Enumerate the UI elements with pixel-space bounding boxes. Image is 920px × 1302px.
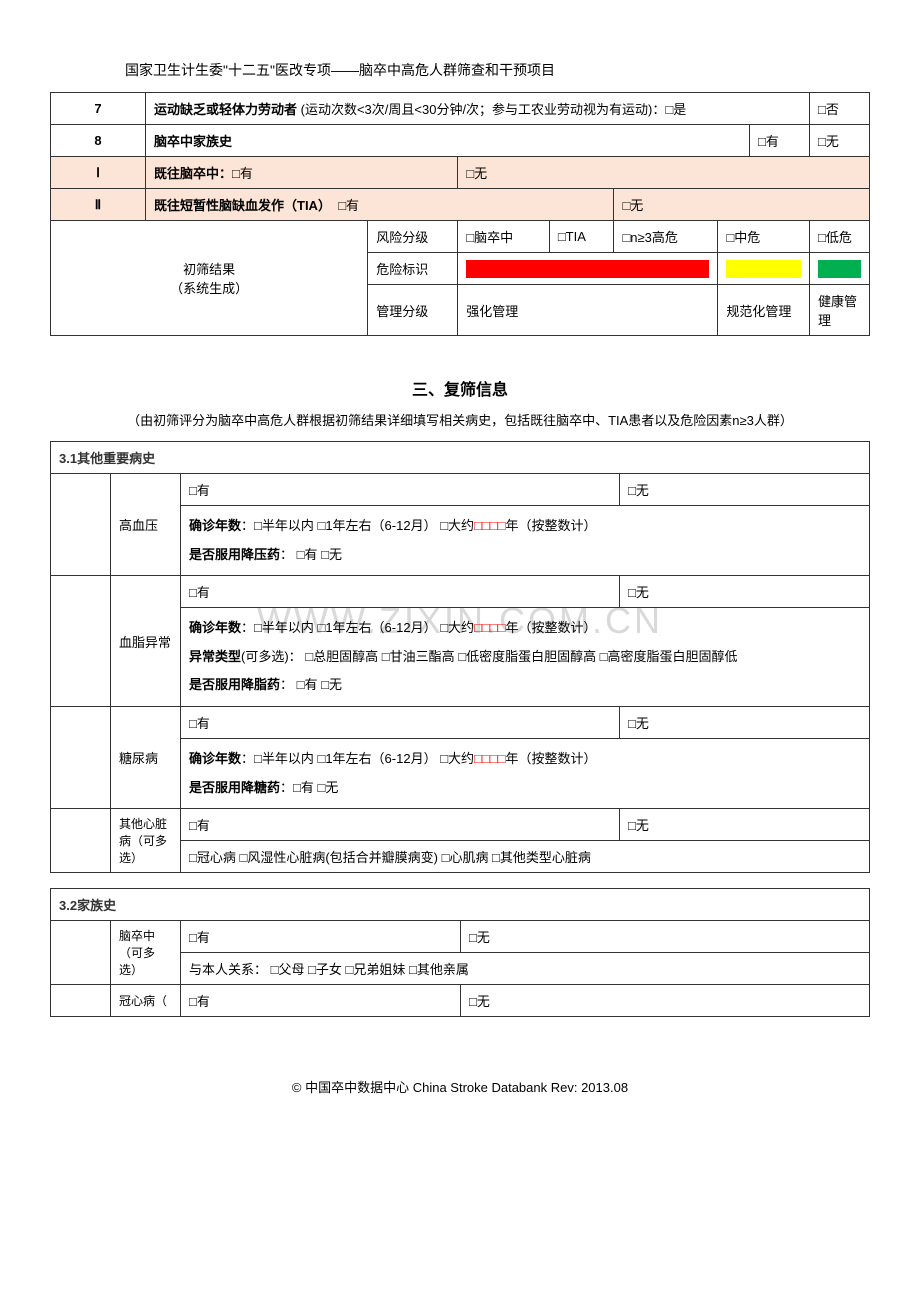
l: 是否服用降脂药 [189, 677, 280, 692]
s32-nzc-name: 脑卒中（可多选） [111, 921, 181, 985]
row-II-bold: 既往短暂性脑缺血发作（TIA） [154, 198, 331, 213]
danger-label: 危险标识 [368, 253, 458, 285]
row-8-num: 8 [51, 125, 146, 157]
risk-grade-label: 风险分级 [368, 221, 458, 253]
s31-qtxzb-detail[interactable]: □冠心病 □风湿性心脏病(包括合并瓣膜病变) □心肌病 □其他类型心脏病 [181, 841, 870, 873]
section-31-table: 3.1其他重要病史 高血压 □有 □无 确诊年数：□半年以内 □1年左右（6-1… [50, 441, 870, 873]
s31-xzyc-yes[interactable]: □有 [181, 576, 620, 608]
l: 年（按整数计） [505, 751, 596, 766]
l[interactable]: ： □有 □无 [280, 677, 342, 692]
s31-qtxzb-empty [51, 809, 111, 873]
l: ：□半年以内 □1年左右（6-12月） □大约 [241, 518, 474, 533]
result-title: 初筛结果（系统生成） [51, 221, 368, 336]
row-I-yes[interactable]: □有 [232, 166, 253, 181]
row-7-bold: 运动缺乏或轻体力劳动者 [154, 102, 297, 117]
row-II-num: Ⅱ [51, 189, 146, 221]
s32-gxb-no[interactable]: □无 [461, 985, 870, 1017]
row-7-num: 7 [51, 93, 146, 125]
s31-xzyc-empty [51, 576, 111, 707]
l: 异常类型 [189, 649, 241, 664]
s31-gxy-empty [51, 474, 111, 576]
page-footer: © 中国卒中数据中心 China Stroke Databank Rev: 20… [50, 1077, 870, 1096]
row-8-no[interactable]: □无 [810, 125, 870, 157]
s31-title: 3.1其他重要病史 [51, 442, 870, 474]
row-8-yes[interactable]: □有 [750, 125, 810, 157]
l: 年（按整数计） [505, 620, 596, 635]
s31-gxy-name: 高血压 [111, 474, 181, 576]
s31-tnb-no[interactable]: □无 [620, 706, 870, 738]
screening-table: 7 运动缺乏或轻体力劳动者 (运动次数<3次/周且<30分钟/次；参与工农业劳动… [50, 92, 870, 336]
s32-gxb-yes[interactable]: □有 [181, 985, 461, 1017]
s31-tnb-empty [51, 706, 111, 808]
row-I-num: Ⅰ [51, 157, 146, 189]
l[interactable]: □□□□ [474, 620, 505, 635]
s32-nzc-empty [51, 921, 111, 985]
s32-gxb-empty [51, 985, 111, 1017]
l: ：□半年以内 □1年左右（6-12月） □大约 [241, 620, 474, 635]
row-8-label: 脑卒中家族史 [146, 125, 750, 157]
s32-nzc-no[interactable]: □无 [461, 921, 870, 953]
l: 确诊年数 [189, 751, 241, 766]
l: 是否服用降糖药 [189, 780, 280, 795]
s31-gxy-yes[interactable]: □有 [181, 474, 620, 506]
l: 确诊年数 [189, 620, 241, 635]
mgmt-norm: 规范化管理 [718, 285, 810, 336]
mgmt-label: 管理分级 [368, 285, 458, 336]
s31-tnb-name: 糖尿病 [111, 706, 181, 808]
row-II-label: 既往短暂性脑缺血发作（TIA） □有 [146, 189, 614, 221]
s31-xzyc-name: 血脂异常 [111, 576, 181, 707]
row-I-bold: 既往脑卒中： [154, 166, 232, 181]
row-I-no[interactable]: □无 [458, 157, 870, 189]
s31-qtxzb-name: 其他心脏病（可多选） [111, 809, 181, 873]
l[interactable]: □□□□ [474, 751, 505, 766]
s31-xzyc-detail: 确诊年数：□半年以内 □1年左右（6-12月） □大约□□□□年（按整数计） 异… [181, 608, 870, 707]
l[interactable]: □□□□ [474, 518, 505, 533]
s31-xzyc-no[interactable]: □无 [620, 576, 870, 608]
section3-title: 三、复筛信息 [50, 376, 870, 400]
risk-high[interactable]: □n≥3高危 [614, 221, 718, 253]
danger-green [810, 253, 870, 285]
l[interactable]: ： □有 □无 [280, 547, 342, 562]
danger-yellow [718, 253, 810, 285]
s31-qtxzb-no[interactable]: □无 [620, 809, 870, 841]
s32-title: 3.2家族史 [51, 889, 870, 921]
s32-nzc-yes[interactable]: □有 [181, 921, 461, 953]
s31-qtxzb-yes[interactable]: □有 [181, 809, 620, 841]
risk-stroke[interactable]: □脑卒中 [458, 221, 550, 253]
s31-tnb-yes[interactable]: □有 [181, 706, 620, 738]
s32-gxb-name: 冠心病（ [111, 985, 181, 1017]
s31-tnb-detail: 确诊年数：□半年以内 □1年左右（6-12月） □大约□□□□年（按整数计） 是… [181, 738, 870, 808]
l[interactable]: (可多选)： □总胆固醇高 □甘油三酯高 □低密度脂蛋白胆固醇高 □高密度脂蛋白… [241, 649, 738, 664]
danger-red [458, 253, 718, 285]
l: ：□半年以内 □1年左右（6-12月） □大约 [241, 751, 474, 766]
s31-gxy-no[interactable]: □无 [620, 474, 870, 506]
l[interactable]: ：□有 □无 [280, 780, 338, 795]
page-header: 国家卫生计生委"十二五"医改专项——脑卒中高危人群筛查和干预项目 [50, 60, 870, 80]
row-I-label: 既往脑卒中：□有 [146, 157, 458, 189]
s31-gxy-detail: 确诊年数：□半年以内 □1年左右（6-12月） □大约□□□□年（按整数计） 是… [181, 506, 870, 576]
section-32-table: 3.2家族史 脑卒中（可多选） □有 □无 与本人关系： □父母 □子女 □兄弟… [50, 888, 870, 1017]
risk-low[interactable]: □低危 [810, 221, 870, 253]
row-7-label: 运动缺乏或轻体力劳动者 (运动次数<3次/周且<30分钟/次；参与工农业劳动视为… [146, 93, 810, 125]
risk-tia[interactable]: □TIA [549, 221, 614, 253]
l: 确诊年数 [189, 518, 241, 533]
row-II-no[interactable]: □无 [614, 189, 870, 221]
risk-mid[interactable]: □中危 [718, 221, 810, 253]
row-7-opt[interactable]: □否 [810, 93, 870, 125]
mgmt-strong: 强化管理 [458, 285, 718, 336]
s32-nzc-detail[interactable]: 与本人关系： □父母 □子女 □兄弟姐妹 □其他亲属 [181, 953, 870, 985]
l: 年（按整数计） [505, 518, 596, 533]
mgmt-health: 健康管理 [810, 285, 870, 336]
row-II-yes[interactable]: □有 [338, 198, 359, 213]
section3-sub: （由初筛评分为脑卒中高危人群根据初筛结果详细填写相关病史，包括既往脑卒中、TIA… [50, 410, 870, 429]
row-7-rest: (运动次数<3次/周且<30分钟/次；参与工农业劳动视为有运动)：□是 [297, 102, 686, 117]
l: 是否服用降压药 [189, 547, 280, 562]
